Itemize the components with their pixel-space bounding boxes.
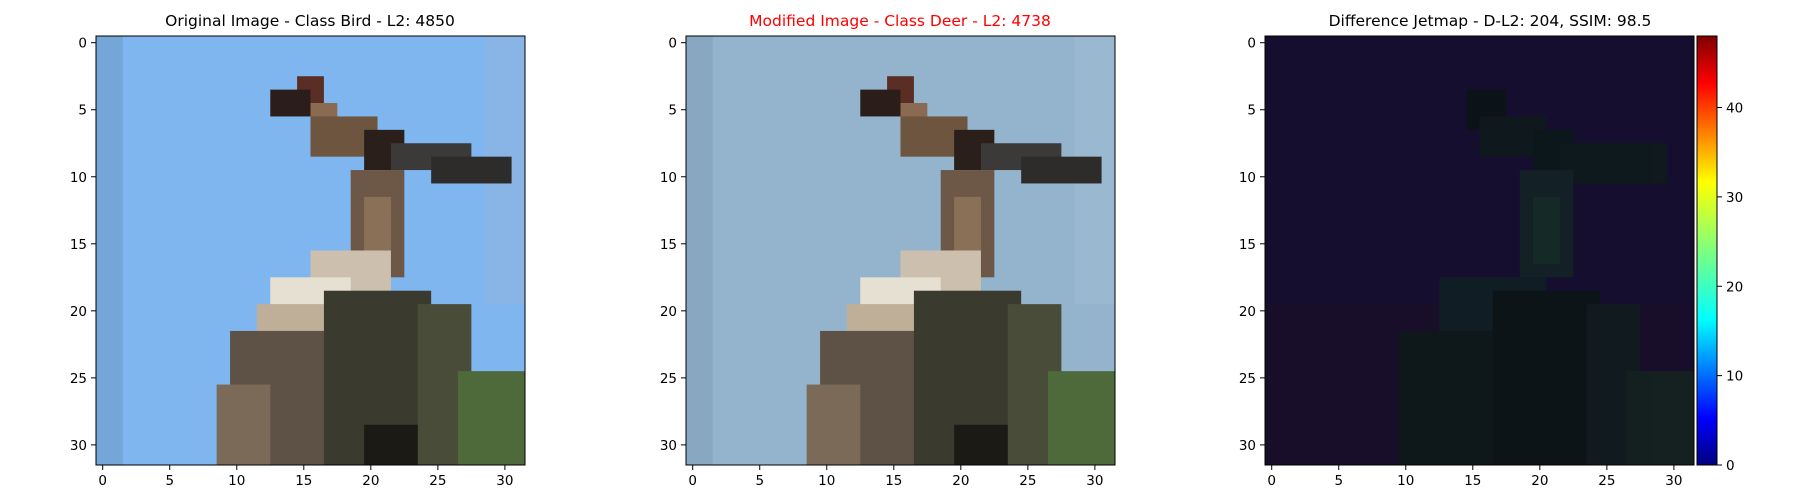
x-tick-label-difference: 30 (1665, 473, 1682, 489)
y-tick-label-difference: 0 (1247, 36, 1256, 52)
x-tick-label-modified: 15 (885, 473, 902, 489)
bird-modified (806, 76, 1115, 465)
y-tick-label-original: 0 (78, 36, 87, 52)
colorbar-ticks: 0 10 20 30 40 (1717, 101, 1743, 474)
x-tick-label-difference: 10 (1397, 473, 1414, 489)
colorbar: 0 10 20 30 40 (1696, 35, 1743, 474)
colorbar-gradient (1696, 35, 1718, 466)
y-tick-label-original: 30 (70, 438, 87, 454)
y-tick-label-difference: 25 (1239, 371, 1256, 387)
x-tick-label-original: 15 (295, 473, 312, 489)
x-tick-label-original: 10 (228, 473, 245, 489)
x-axis-difference: 0 5 10 15 20 25 30 (1267, 465, 1682, 489)
x-tick-label-modified: 30 (1086, 473, 1103, 489)
y-tick-label-original: 25 (70, 371, 87, 387)
x-tick-label-difference: 15 (1464, 473, 1481, 489)
x-tick-label-difference: 25 (1598, 473, 1615, 489)
x-tick-label-original: 0 (98, 473, 107, 489)
x-axis-modified: 0 5 10 15 20 25 30 (688, 465, 1103, 489)
colorbar-tick-label: 20 (1726, 279, 1743, 295)
y-tick-label-difference: 15 (1239, 237, 1256, 253)
panel-difference: Difference Jetmap - D-L2: 204, SSIM: 98.… (1239, 12, 1743, 489)
y-axis-difference: 0 5 10 15 20 25 30 (1239, 36, 1265, 454)
y-tick-label-modified: 15 (660, 237, 677, 253)
panel-title-modified: Modified Image - Class Deer - L2: 4738 (749, 12, 1051, 30)
image-modified (686, 36, 1115, 465)
y-tick-label-modified: 20 (660, 304, 677, 320)
x-tick-label-original: 30 (496, 473, 513, 489)
x-tick-label-difference: 20 (1531, 473, 1548, 489)
y-axis-original: 0 5 10 15 20 25 30 (70, 36, 96, 454)
image-difference (1265, 36, 1694, 465)
y-tick-label-modified: 0 (668, 36, 677, 52)
panel-title-original: Original Image - Class Bird - L2: 4850 (165, 12, 455, 30)
image-original (96, 36, 525, 465)
y-tick-label-difference: 10 (1239, 170, 1256, 186)
x-tick-label-original: 5 (165, 473, 174, 489)
panel-title-difference: Difference Jetmap - D-L2: 204, SSIM: 98.… (1329, 12, 1652, 30)
y-tick-label-original: 5 (78, 103, 87, 119)
x-axis-original: 0 5 10 15 20 25 30 (98, 465, 513, 489)
panel-original: Original Image - Class Bird - L2: 4850 (70, 12, 526, 489)
colorbar-tick-label: 30 (1726, 190, 1743, 206)
y-tick-label-original: 10 (70, 170, 87, 186)
bird-original (216, 76, 525, 465)
y-tick-label-original: 15 (70, 237, 87, 253)
x-tick-label-modified: 20 (952, 473, 969, 489)
colorbar-tick-label: 10 (1726, 369, 1743, 385)
panel-modified: Modified Image - Class Deer - L2: 4738 (660, 12, 1116, 489)
x-tick-label-modified: 25 (1019, 473, 1036, 489)
x-tick-label-modified: 0 (688, 473, 697, 489)
y-tick-label-modified: 25 (660, 371, 677, 387)
x-tick-label-original: 20 (362, 473, 379, 489)
colorbar-tick-label: 40 (1726, 101, 1743, 117)
y-tick-label-difference: 30 (1239, 438, 1256, 454)
silhouette-difference (1399, 89, 1694, 465)
y-tick-label-difference: 20 (1239, 304, 1256, 320)
y-tick-label-modified: 10 (660, 170, 677, 186)
x-tick-label-modified: 10 (818, 473, 835, 489)
axes-frame-modified (685, 35, 1116, 466)
y-tick-label-original: 20 (70, 304, 87, 320)
x-tick-label-modified: 5 (755, 473, 764, 489)
axes-frame-difference (1264, 35, 1695, 466)
axes-frame-original (95, 35, 526, 466)
y-tick-label-modified: 30 (660, 438, 677, 454)
x-tick-label-original: 25 (429, 473, 446, 489)
y-tick-label-difference: 5 (1247, 103, 1256, 119)
x-tick-label-difference: 5 (1334, 473, 1343, 489)
x-tick-label-difference: 0 (1267, 473, 1276, 489)
colorbar-tick-label: 0 (1726, 458, 1735, 474)
y-tick-label-modified: 5 (668, 103, 677, 119)
y-axis-modified: 0 5 10 15 20 25 30 (660, 36, 686, 454)
